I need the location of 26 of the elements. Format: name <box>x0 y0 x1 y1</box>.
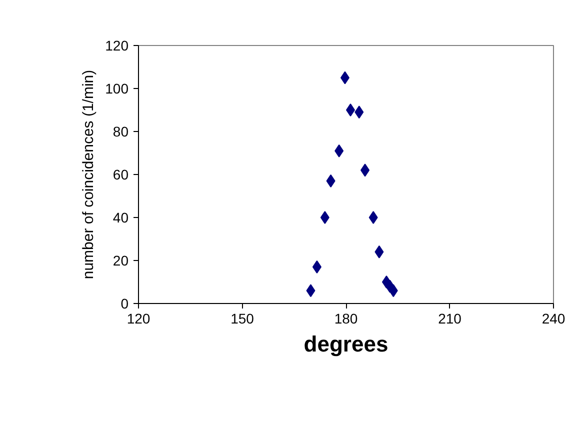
point <box>312 260 322 274</box>
point <box>334 144 344 158</box>
point <box>360 164 370 177</box>
y-tick-label: 40 <box>112 210 129 226</box>
y-axis-title: number of coincidences (1/min) <box>80 70 98 280</box>
point <box>374 245 384 258</box>
y-tick-label: 100 <box>105 80 129 96</box>
x-tick-label: 150 <box>230 310 254 326</box>
y-tick-label: 80 <box>112 124 129 140</box>
point <box>388 284 398 298</box>
point <box>368 211 378 224</box>
x-tick-label: 180 <box>334 310 358 326</box>
y-tick-label: 0 <box>120 296 129 312</box>
point <box>340 71 350 84</box>
x-tick-label: 210 <box>438 310 462 326</box>
x-tick-label: 120 <box>126 310 150 326</box>
point <box>306 284 316 298</box>
point <box>354 106 364 119</box>
y-tick-label: 120 <box>105 38 129 54</box>
point <box>346 104 355 116</box>
y-tick-label: 20 <box>112 252 129 268</box>
x-axis-title: degrees <box>304 332 388 356</box>
point <box>326 174 336 188</box>
y-tick-label: 60 <box>112 166 129 182</box>
point <box>320 211 330 224</box>
x-tick-label: 240 <box>542 310 566 326</box>
